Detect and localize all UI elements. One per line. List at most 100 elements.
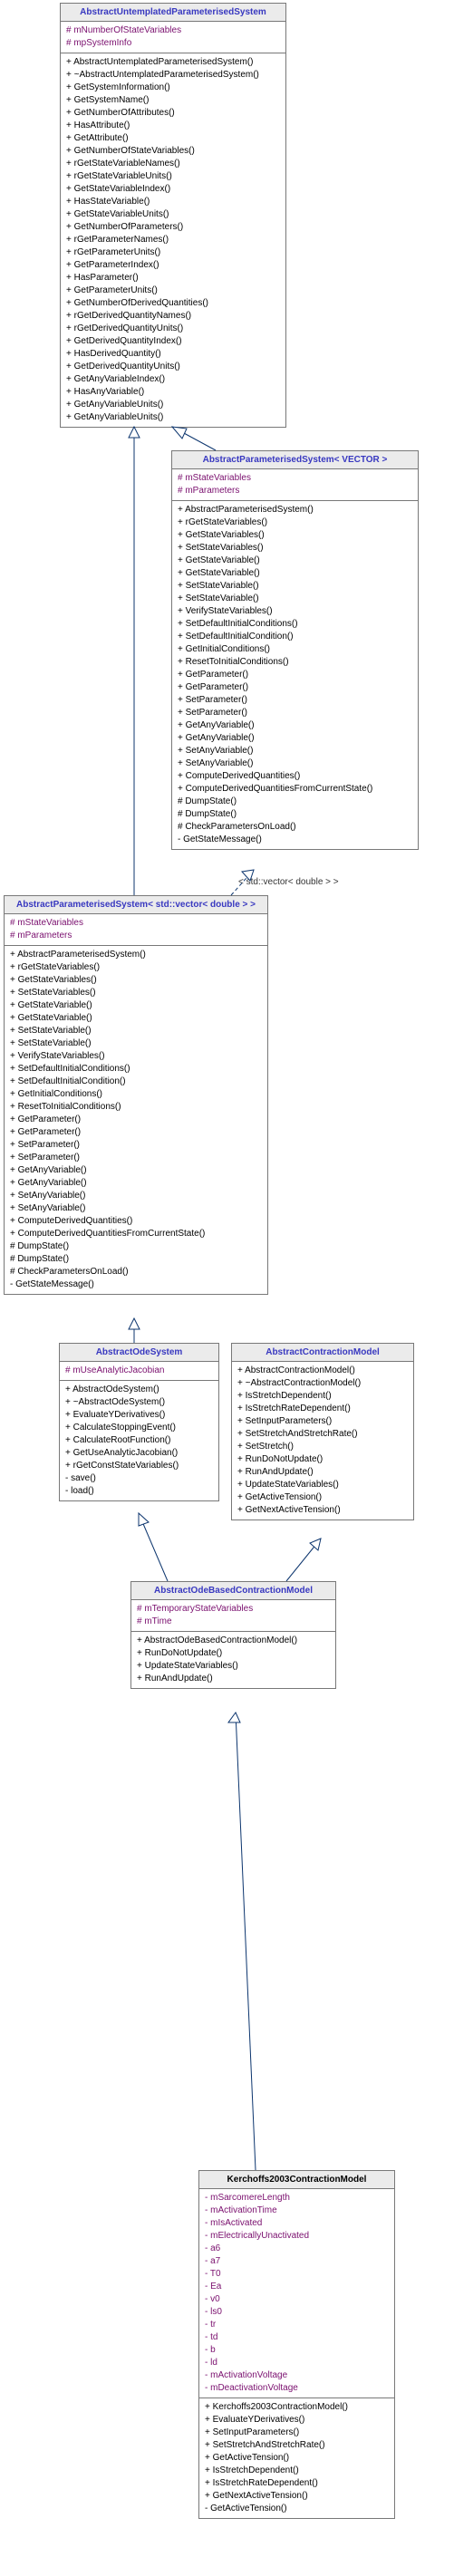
method-row: + SetStretch(): [237, 1441, 408, 1453]
method-row: + GetNextActiveTension(): [237, 1504, 408, 1517]
method-row: + ResetToInitialConditions(): [178, 656, 412, 669]
method-row: + GetNumberOfStateVariables(): [66, 145, 280, 158]
method-row: # DumpState(): [178, 796, 412, 808]
method-row: + GetParameter(): [10, 1126, 262, 1139]
method-row: + GetNumberOfAttributes(): [66, 107, 280, 120]
method-row: + rGetParameterNames(): [66, 234, 280, 246]
method-row: + UpdateStateVariables(): [237, 1479, 408, 1491]
class-title[interactable]: AbstractParameterisedSystem< VECTOR >: [172, 451, 418, 469]
method-row: + SetDefaultInitialConditions(): [10, 1063, 262, 1076]
method-row: # DumpState(): [10, 1240, 262, 1253]
methods-section: + Kerchoffs2003ContractionModel()+ Evalu…: [199, 2398, 394, 2518]
method-row: - save(): [65, 1472, 213, 1485]
method-row: + SetAnyVariable(): [178, 745, 412, 757]
method-row: + UpdateStateVariables(): [137, 1660, 330, 1673]
attribute-row: - mDeactivationVoltage: [205, 2382, 389, 2395]
method-row: + GetAttribute(): [66, 132, 280, 145]
method-row: - GetActiveTension(): [205, 2503, 389, 2515]
method-row: + HasParameter(): [66, 272, 280, 285]
attribute-row: - td: [205, 2331, 389, 2344]
attribute-row: # mStateVariables: [178, 472, 412, 485]
class-box-abstract-ode-based-contraction: AbstractOdeBasedContractionModel# mTempo…: [130, 1581, 336, 1689]
method-row: + SetAnyVariable(): [10, 1190, 262, 1202]
method-row: + HasAttribute(): [66, 120, 280, 132]
attribute-row: # mParameters: [178, 485, 412, 497]
method-row: + ComputeDerivedQuantities(): [178, 770, 412, 783]
method-row: + GetAnyVariable(): [10, 1164, 262, 1177]
attribute-row: - mSarcomereLength: [205, 2192, 389, 2205]
methods-section: + AbstractOdeSystem()+ ~AbstractOdeSyste…: [60, 1381, 218, 1500]
method-row: + GetAnyVariable(): [178, 719, 412, 732]
method-row: + rGetStateVariableNames(): [66, 158, 280, 170]
method-row: + GetStateVariables(): [178, 529, 412, 542]
method-row: + GetInitialConditions(): [10, 1088, 262, 1101]
method-row: + SetDefaultInitialCondition(): [178, 631, 412, 643]
method-row: + GetParameter(): [10, 1114, 262, 1126]
method-row: + GetParameter(): [178, 681, 412, 694]
method-row: + SetParameter(): [178, 694, 412, 707]
method-row: + VerifyStateVariables(): [10, 1050, 262, 1063]
method-row: + GetParameterIndex(): [66, 259, 280, 272]
method-row: + GetStateVariable(): [178, 555, 412, 567]
method-row: + GetSystemName(): [66, 94, 280, 107]
methods-section: + AbstractOdeBasedContractionModel()+ Ru…: [131, 1632, 335, 1688]
method-row: + rGetStateVariables(): [10, 961, 262, 974]
method-row: # CheckParametersOnLoad(): [10, 1266, 262, 1278]
method-row: + HasStateVariable(): [66, 196, 280, 208]
method-row: + GetUseAnalyticJacobian(): [65, 1447, 213, 1460]
method-row: - GetStateMessage(): [178, 834, 412, 846]
method-row: + SetStretchAndStretchRate(): [237, 1428, 408, 1441]
method-row: + IsStretchDependent(): [237, 1390, 408, 1403]
method-row: + AbstractContractionModel(): [237, 1365, 408, 1377]
method-row: + GetActiveTension(): [205, 2452, 389, 2465]
method-row: + AbstractParameterisedSystem(): [178, 504, 412, 516]
methods-section: + AbstractContractionModel()+ ~AbstractC…: [232, 1362, 413, 1520]
method-row: # DumpState(): [178, 808, 412, 821]
attribute-row: - a6: [205, 2243, 389, 2255]
class-box-abstract-untemplated: AbstractUntemplatedParameterisedSystem # …: [60, 3, 286, 428]
method-row: + GetStateVariable(): [10, 1012, 262, 1025]
method-row: + HasAnyVariable(): [66, 386, 280, 399]
template-binding-label: < std::vector< double > >: [238, 877, 339, 887]
method-row: + SetAnyVariable(): [178, 757, 412, 770]
class-title[interactable]: AbstractContractionModel: [232, 1344, 413, 1362]
method-row: + AbstractParameterisedSystem(): [10, 949, 262, 961]
method-row: + SetDefaultInitialConditions(): [178, 618, 412, 631]
class-title[interactable]: AbstractUntemplatedParameterisedSystem: [61, 4, 285, 22]
method-row: - load(): [65, 1485, 213, 1498]
attributes-section: # mStateVariables# mParameters: [5, 914, 267, 946]
class-title[interactable]: AbstractOdeSystem: [60, 1344, 218, 1362]
method-row: + SetStateVariables(): [10, 987, 262, 999]
methods-section: + AbstractParameterisedSystem()+ rGetSta…: [5, 946, 267, 1294]
method-row: + GetNextActiveTension(): [205, 2490, 389, 2503]
attribute-row: # mNumberOfStateVariables: [66, 24, 280, 37]
method-row: + RunDoNotUpdate(): [137, 1647, 330, 1660]
attribute-row: - b: [205, 2344, 389, 2357]
class-title[interactable]: AbstractParameterisedSystem< std::vector…: [5, 896, 267, 914]
method-row: + RunAndUpdate(): [137, 1673, 330, 1685]
class-box-abstract-ode-system: AbstractOdeSystem# mUseAnalyticJacobian+…: [59, 1343, 219, 1501]
method-row: + ~AbstractUntemplatedParameterisedSyste…: [66, 69, 280, 82]
method-row: + rGetConstStateVariables(): [65, 1460, 213, 1472]
attribute-row: # mpSystemInfo: [66, 37, 280, 50]
attribute-row: - mActivationVoltage: [205, 2369, 389, 2382]
method-row: + GetStateVariable(): [178, 567, 412, 580]
method-row: + ComputeDerivedQuantitiesFromCurrentSta…: [178, 783, 412, 796]
method-row: + CalculateRootFunction(): [65, 1434, 213, 1447]
class-box-kerchoffs: Kerchoffs2003ContractionModel- mSarcomer…: [198, 2170, 395, 2519]
method-row: + SetStretchAndStretchRate(): [205, 2439, 389, 2452]
method-row: + SetStateVariable(): [10, 1025, 262, 1037]
attribute-row: - v0: [205, 2293, 389, 2306]
method-row: + HasDerivedQuantity(): [66, 348, 280, 361]
attribute-row: # mTime: [137, 1616, 330, 1628]
method-row: + IsStretchRateDependent(): [205, 2477, 389, 2490]
class-title[interactable]: AbstractOdeBasedContractionModel: [131, 1582, 335, 1600]
class-box-abstract-contraction-model: AbstractContractionModel+ AbstractContra…: [231, 1343, 414, 1520]
method-row: + SetStateVariables(): [178, 542, 412, 555]
method-row: + GetAnyVariable(): [10, 1177, 262, 1190]
method-row: # CheckParametersOnLoad(): [178, 821, 412, 834]
method-row: + SetStateVariable(): [178, 580, 412, 593]
method-row: + SetInputParameters(): [237, 1415, 408, 1428]
method-row: + SetDefaultInitialCondition(): [10, 1076, 262, 1088]
method-row: + SetInputParameters(): [205, 2426, 389, 2439]
